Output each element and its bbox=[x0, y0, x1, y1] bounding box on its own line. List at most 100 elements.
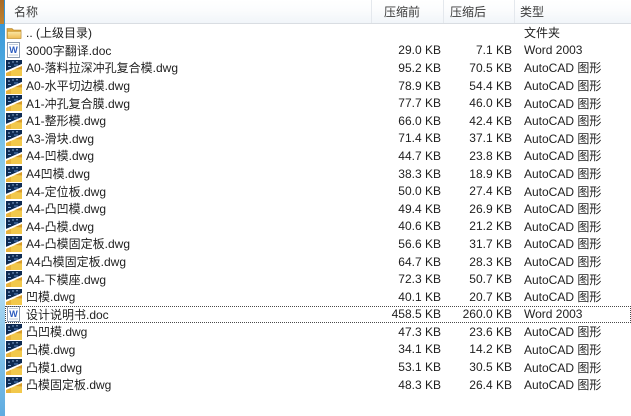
file-row[interactable]: A4-下模座.dwg 72.3 KB 50.7 KB AutoCAD 图形 bbox=[5, 270, 631, 288]
file-name: A4-凸模.dwg bbox=[26, 219, 95, 234]
file-size-before: 49.4 KB bbox=[398, 201, 441, 216]
dwg-file-icon bbox=[6, 236, 22, 252]
file-type: Word 2003 bbox=[524, 307, 583, 322]
file-type: AutoCAD 图形 bbox=[524, 96, 602, 111]
file-name: 凸模1.dwg bbox=[26, 360, 83, 375]
file-size-before: 458.5 KB bbox=[391, 307, 441, 322]
file-size-after: 18.9 KB bbox=[469, 166, 512, 181]
file-row[interactable]: A4凹模.dwg 38.3 KB 18.9 KB AutoCAD 图形 bbox=[5, 165, 631, 183]
file-type: AutoCAD 图形 bbox=[524, 167, 602, 182]
file-type: AutoCAD 图形 bbox=[524, 272, 602, 287]
file-row[interactable]: 凸模1.dwg 53.1 KB 30.5 KB AutoCAD 图形 bbox=[5, 358, 631, 376]
window-edge-accent bbox=[0, 0, 5, 416]
file-size-before: 66.0 KB bbox=[398, 113, 441, 128]
dwg-file-icon bbox=[6, 271, 22, 287]
file-row[interactable]: 凸凹模.dwg 47.3 KB 23.6 KB AutoCAD 图形 bbox=[5, 323, 631, 341]
file-name: A4-定位板.dwg bbox=[26, 184, 107, 199]
file-row[interactable]: A0-落料拉深冲孔复合模.dwg 95.2 KB 70.5 KB AutoCAD… bbox=[5, 59, 631, 77]
file-row[interactable]: A4-凸模固定板.dwg 56.6 KB 31.7 KB AutoCAD 图形 bbox=[5, 235, 631, 253]
dwg-file-icon bbox=[6, 148, 22, 164]
file-name: A4-下模座.dwg bbox=[26, 272, 107, 287]
file-size-before: 38.3 KB bbox=[398, 166, 441, 181]
file-name: 设计说明书.doc bbox=[26, 307, 109, 322]
file-size-after: 26.4 KB bbox=[469, 377, 512, 392]
file-size-before: 77.7 KB bbox=[398, 96, 441, 111]
file-row[interactable]: A4-凸凹模.dwg 49.4 KB 26.9 KB AutoCAD 图形 bbox=[5, 200, 631, 218]
column-header-row: 名称 压缩前 压缩后 类型 bbox=[5, 0, 631, 24]
file-row[interactable]: A3-滑块.dwg 71.4 KB 37.1 KB AutoCAD 图形 bbox=[5, 130, 631, 148]
file-row[interactable]: A1-冲孔复合膜.dwg 77.7 KB 46.0 KB AutoCAD 图形 bbox=[5, 94, 631, 112]
file-name: 凸模.dwg bbox=[26, 342, 76, 357]
file-row[interactable]: A1-整形模.dwg 66.0 KB 42.4 KB AutoCAD 图形 bbox=[5, 112, 631, 130]
column-header-size-after[interactable]: 压缩后 bbox=[444, 0, 515, 23]
dwg-file-icon bbox=[6, 183, 22, 199]
file-type: AutoCAD 图形 bbox=[524, 219, 602, 234]
file-size-after: 260.0 KB bbox=[462, 307, 512, 322]
dwg-file-icon bbox=[6, 218, 22, 234]
file-size-before: 44.7 KB bbox=[398, 148, 441, 163]
file-size-before: 50.0 KB bbox=[398, 184, 441, 199]
dwg-file-icon bbox=[6, 201, 22, 217]
file-size-before: 78.9 KB bbox=[398, 78, 441, 93]
file-size-after: 30.5 KB bbox=[469, 360, 512, 375]
file-type: Word 2003 bbox=[524, 43, 583, 58]
file-size-after: 21.2 KB bbox=[469, 219, 512, 234]
file-size-after: 37.1 KB bbox=[469, 131, 512, 146]
file-row[interactable]: A4-凸模.dwg 40.6 KB 21.2 KB AutoCAD 图形 bbox=[5, 218, 631, 236]
file-type: AutoCAD 图形 bbox=[524, 149, 602, 164]
file-size-before: 71.4 KB bbox=[398, 131, 441, 146]
file-size-after: 70.5 KB bbox=[469, 60, 512, 75]
file-size-before: 47.3 KB bbox=[398, 324, 441, 339]
file-size-after: 54.4 KB bbox=[469, 78, 512, 93]
file-name: 凸模固定板.dwg bbox=[26, 378, 112, 393]
file-type: AutoCAD 图形 bbox=[524, 131, 602, 146]
column-header-size-before[interactable]: 压缩前 bbox=[372, 0, 444, 23]
folder-icon bbox=[6, 25, 22, 41]
dwg-file-icon bbox=[6, 254, 22, 270]
file-row[interactable]: 凸模固定板.dwg 48.3 KB 26.4 KB AutoCAD 图形 bbox=[5, 376, 631, 394]
file-type: AutoCAD 图形 bbox=[524, 237, 602, 252]
file-size-before: 95.2 KB bbox=[398, 60, 441, 75]
file-size-before: 48.3 KB bbox=[398, 377, 441, 392]
file-name: A4凸模固定板.dwg bbox=[26, 255, 127, 270]
dwg-file-icon bbox=[6, 95, 22, 111]
file-row[interactable]: 3000字翻译.doc 29.0 KB 7.1 KB Word 2003 bbox=[5, 42, 631, 60]
file-size-after: 46.0 KB bbox=[469, 96, 512, 111]
file-size-before: 34.1 KB bbox=[398, 342, 441, 357]
file-name: A0-水平切边模.dwg bbox=[26, 79, 131, 94]
word-doc-icon bbox=[6, 306, 22, 322]
dwg-file-icon bbox=[6, 359, 22, 375]
file-name: A4凹模.dwg bbox=[26, 167, 91, 182]
file-size-after: 7.1 KB bbox=[475, 43, 512, 58]
file-row[interactable]: 凸模.dwg 34.1 KB 14.2 KB AutoCAD 图形 bbox=[5, 341, 631, 359]
file-size-after: 26.9 KB bbox=[469, 201, 512, 216]
file-size-after: 42.4 KB bbox=[469, 113, 512, 128]
dwg-file-icon bbox=[6, 341, 22, 357]
file-size-after: 28.3 KB bbox=[469, 254, 512, 269]
file-size-before: 29.0 KB bbox=[398, 43, 441, 58]
file-size-after: 31.7 KB bbox=[469, 236, 512, 251]
column-header-name[interactable]: 名称 bbox=[5, 0, 372, 23]
file-row[interactable]: 设计说明书.doc 458.5 KB 260.0 KB Word 2003 bbox=[5, 305, 631, 324]
dwg-file-icon bbox=[6, 113, 22, 129]
file-row[interactable]: A0-水平切边模.dwg 78.9 KB 54.4 KB AutoCAD 图形 bbox=[5, 77, 631, 95]
file-name: A0-落料拉深冲孔复合模.dwg bbox=[26, 61, 179, 76]
file-type: AutoCAD 图形 bbox=[524, 290, 602, 305]
file-size-after: 14.2 KB bbox=[469, 342, 512, 357]
file-row[interactable]: A4-定位板.dwg 50.0 KB 27.4 KB AutoCAD 图形 bbox=[5, 182, 631, 200]
file-name: 凹模.dwg bbox=[26, 290, 76, 305]
file-size-before: 53.1 KB bbox=[398, 360, 441, 375]
dwg-file-icon bbox=[6, 78, 22, 94]
file-size-after: 23.8 KB bbox=[469, 148, 512, 163]
file-type: AutoCAD 图形 bbox=[524, 342, 602, 357]
file-type: AutoCAD 图形 bbox=[524, 378, 602, 393]
parent-dir-row[interactable]: .. (上级目录) 文件夹 bbox=[5, 24, 631, 42]
file-row[interactable]: 凹模.dwg 40.1 KB 20.7 KB AutoCAD 图形 bbox=[5, 288, 631, 306]
column-header-type[interactable]: 类型 bbox=[515, 0, 631, 23]
file-type: AutoCAD 图形 bbox=[524, 61, 602, 76]
archive-file-list: 名称 压缩前 压缩后 类型 .. (上级目录) 文件夹 3000字翻译.doc bbox=[5, 0, 631, 416]
file-row[interactable]: A4凸模固定板.dwg 64.7 KB 28.3 KB AutoCAD 图形 bbox=[5, 253, 631, 271]
file-row[interactable]: A4-凹模.dwg 44.7 KB 23.8 KB AutoCAD 图形 bbox=[5, 147, 631, 165]
column-header-size-after-label: 压缩后 bbox=[450, 5, 487, 19]
file-name: A4-凸凹模.dwg bbox=[26, 202, 107, 217]
